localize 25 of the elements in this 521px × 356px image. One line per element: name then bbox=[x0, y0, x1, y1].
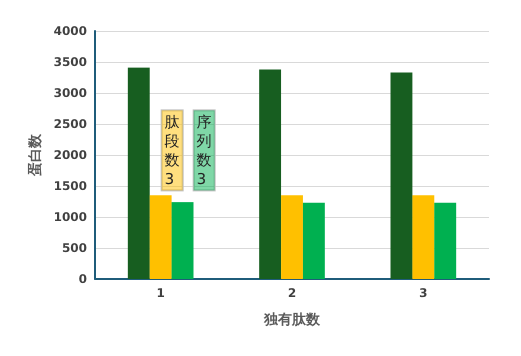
y-tick-label: 3000 bbox=[54, 86, 87, 100]
y-tick-label: 500 bbox=[62, 241, 87, 255]
y-tick-label: 0 bbox=[78, 272, 87, 286]
bar bbox=[128, 68, 150, 279]
y-tick-label: 2000 bbox=[54, 148, 87, 162]
bar bbox=[172, 202, 194, 279]
bar bbox=[434, 202, 456, 279]
bar bbox=[259, 69, 282, 279]
x-tick-label: 2 bbox=[288, 286, 296, 300]
y-tick-label: 1000 bbox=[54, 210, 87, 224]
bar bbox=[302, 202, 325, 279]
x-tick-label: 3 bbox=[419, 286, 428, 300]
bar bbox=[150, 195, 172, 279]
annotation: 肽段数3 bbox=[164, 112, 180, 188]
x-tick-label: 1 bbox=[156, 286, 165, 300]
y-tick-label: 2500 bbox=[54, 117, 87, 131]
y-tick-label: 4000 bbox=[54, 24, 87, 38]
y-tick-label: 1500 bbox=[54, 179, 87, 193]
bar bbox=[412, 195, 434, 279]
annotation: 序列数3 bbox=[196, 112, 212, 188]
x-axis-title: 独有肽数 bbox=[263, 312, 321, 328]
y-tick-label: 3500 bbox=[54, 55, 87, 69]
y-axis-title: 蛋白数 bbox=[28, 133, 44, 177]
bar bbox=[281, 195, 303, 279]
bar bbox=[390, 72, 412, 279]
